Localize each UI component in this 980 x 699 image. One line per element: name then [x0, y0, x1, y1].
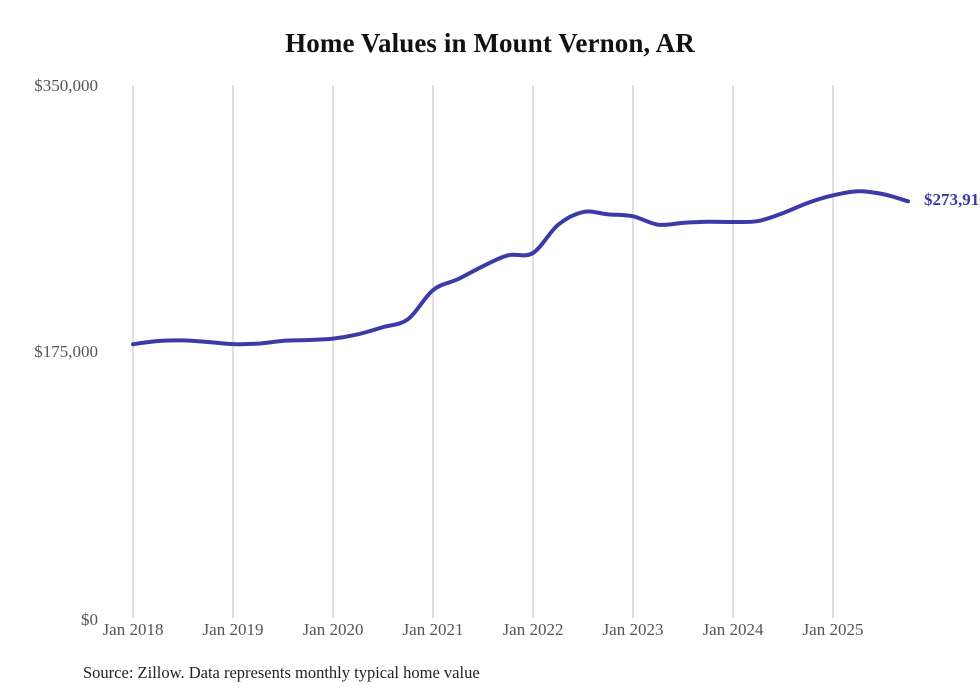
- source-note: Source: Zillow. Data represents monthly …: [83, 663, 480, 682]
- end-value-annotation: $273,916: [924, 190, 980, 210]
- x-tick-jan-2018: Jan 2018: [102, 620, 164, 639]
- series-line-typical-home-value: [131, 189, 910, 347]
- y-axis: $350,000 $175,000 $0: [0, 0, 98, 699]
- gridlines: [132, 85, 834, 618]
- x-tick-jan-2021: Jan 2021: [402, 620, 464, 639]
- x-tick-jan-2020: Jan 2020: [302, 620, 364, 639]
- y-tick-0: $0: [81, 610, 98, 629]
- chart-title: Home Values in Mount Vernon, AR: [285, 28, 695, 58]
- y-tick-175000: $175,000: [34, 342, 98, 361]
- x-tick-jan-2025: Jan 2025: [802, 620, 864, 639]
- y-tick-350000: $350,000: [34, 76, 98, 95]
- x-tick-jan-2023: Jan 2023: [602, 620, 664, 639]
- x-tick-jan-2022: Jan 2022: [502, 620, 564, 639]
- x-tick-jan-2019: Jan 2019: [202, 620, 264, 639]
- x-tick-jan-2024: Jan 2024: [702, 620, 764, 639]
